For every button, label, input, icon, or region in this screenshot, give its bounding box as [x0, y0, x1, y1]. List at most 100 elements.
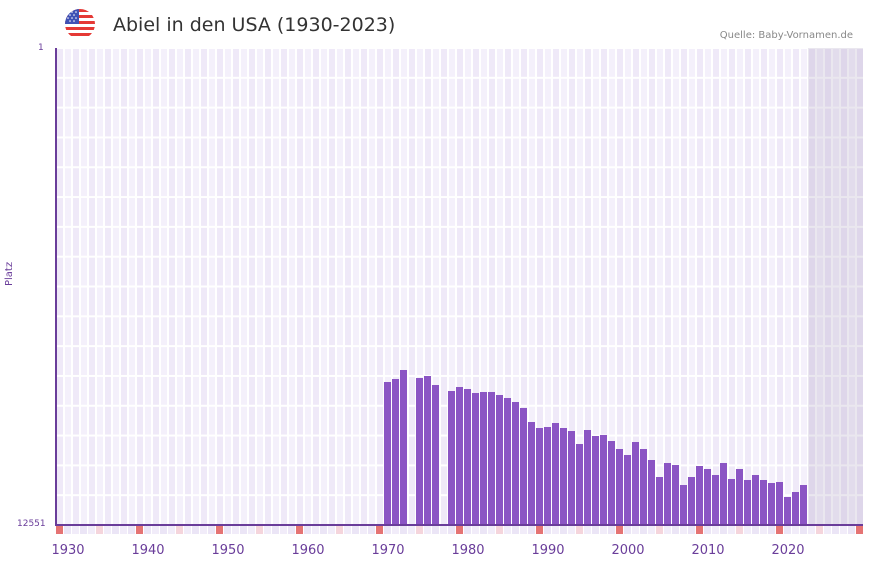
year-marker [56, 526, 63, 534]
bar-2013[interactable] [728, 478, 735, 525]
y-axis-label: Platz [4, 261, 15, 286]
bar-2020[interactable] [784, 496, 791, 525]
bar-1978[interactable] [448, 391, 455, 525]
bar-2019[interactable] [776, 481, 783, 525]
year-marker [784, 526, 791, 534]
bar-2017[interactable] [760, 480, 767, 525]
bar-2010[interactable] [704, 468, 711, 525]
year-marker [176, 526, 183, 534]
year-marker [496, 526, 503, 534]
bar-1993[interactable] [568, 431, 575, 525]
future-shade [808, 48, 863, 525]
bar-2007[interactable] [680, 484, 687, 525]
year-marker [848, 526, 855, 534]
bar-2002[interactable] [640, 449, 647, 525]
bar-1996[interactable] [592, 436, 599, 525]
bar-2018[interactable] [768, 482, 775, 525]
bar-2014[interactable] [736, 468, 743, 525]
bar-1990[interactable] [544, 426, 551, 525]
bar-2016[interactable] [752, 474, 759, 525]
bar-1988[interactable] [528, 422, 535, 525]
bar-2012[interactable] [720, 462, 727, 525]
bar-1971[interactable] [392, 379, 399, 525]
year-marker [544, 526, 551, 534]
bar-1998[interactable] [608, 440, 615, 525]
year-marker [800, 526, 807, 534]
year-marker [664, 526, 671, 534]
bar-2004[interactable] [656, 476, 663, 525]
year-marker [120, 526, 127, 534]
bar-1989[interactable] [536, 428, 543, 525]
year-marker [672, 526, 679, 534]
year-marker [720, 526, 727, 534]
bar-1984[interactable] [496, 395, 503, 525]
year-marker [520, 526, 527, 534]
bar-1997[interactable] [600, 434, 607, 525]
bar-2009[interactable] [696, 465, 703, 525]
bar-1970[interactable] [384, 382, 391, 525]
year-marker [736, 526, 743, 534]
bar-2000[interactable] [624, 455, 631, 525]
year-marker [528, 526, 535, 534]
us-flag-icon [65, 9, 95, 39]
year-marker [408, 526, 415, 534]
bar-2022[interactable] [800, 484, 807, 525]
bar-1994[interactable] [576, 444, 583, 525]
bar-2015[interactable] [744, 480, 751, 525]
year-marker [184, 526, 191, 534]
year-marker [64, 526, 71, 534]
year-marker [688, 526, 695, 534]
x-tick-1950: 1950 [211, 543, 245, 558]
bar-1972[interactable] [400, 370, 407, 525]
year-marker [744, 526, 751, 534]
year-marker [856, 526, 863, 534]
year-marker [168, 526, 175, 534]
bar-1987[interactable] [520, 408, 527, 525]
year-marker [264, 526, 271, 534]
year-marker [392, 526, 399, 534]
year-marker [368, 526, 375, 534]
year-marker [344, 526, 351, 534]
year-marker [512, 526, 519, 534]
year-marker [72, 526, 79, 534]
chart-title: Abiel in den USA (1930-2023) [113, 14, 396, 36]
bar-2001[interactable] [632, 442, 639, 525]
bar-1982[interactable] [480, 392, 487, 525]
year-marker [608, 526, 615, 534]
year-marker [824, 526, 831, 534]
year-marker [216, 526, 223, 534]
year-marker [384, 526, 391, 534]
year-marker [840, 526, 847, 534]
bar-1976[interactable] [432, 385, 439, 525]
bar-2021[interactable] [792, 491, 799, 525]
bar-2008[interactable] [688, 476, 695, 525]
year-marker [704, 526, 711, 534]
bar-1991[interactable] [552, 423, 559, 525]
bar-2006[interactable] [672, 464, 679, 525]
year-marker [440, 526, 447, 534]
year-marker [224, 526, 231, 534]
bar-2011[interactable] [712, 474, 719, 525]
year-marker [808, 526, 815, 534]
year-marker [768, 526, 775, 534]
bar-1975[interactable] [424, 376, 431, 525]
bar-1992[interactable] [560, 428, 567, 525]
bar-1986[interactable] [512, 402, 519, 525]
bar-1981[interactable] [472, 393, 479, 525]
bar-1985[interactable] [504, 398, 511, 525]
y-tick-top: 1 [38, 43, 44, 53]
year-marker [232, 526, 239, 534]
bar-1999[interactable] [616, 448, 623, 525]
year-marker [280, 526, 287, 534]
bar-1979[interactable] [456, 387, 463, 525]
bar-1974[interactable] [416, 378, 423, 525]
bar-1983[interactable] [488, 392, 495, 525]
bar-2003[interactable] [648, 459, 655, 525]
year-marker [136, 526, 143, 534]
bar-1995[interactable] [584, 429, 591, 525]
year-marker [152, 526, 159, 534]
bar-1980[interactable] [464, 389, 471, 525]
bar-2005[interactable] [664, 463, 671, 525]
source-credit: Quelle: Baby-Vornamen.de [719, 30, 853, 41]
year-marker [624, 526, 631, 534]
